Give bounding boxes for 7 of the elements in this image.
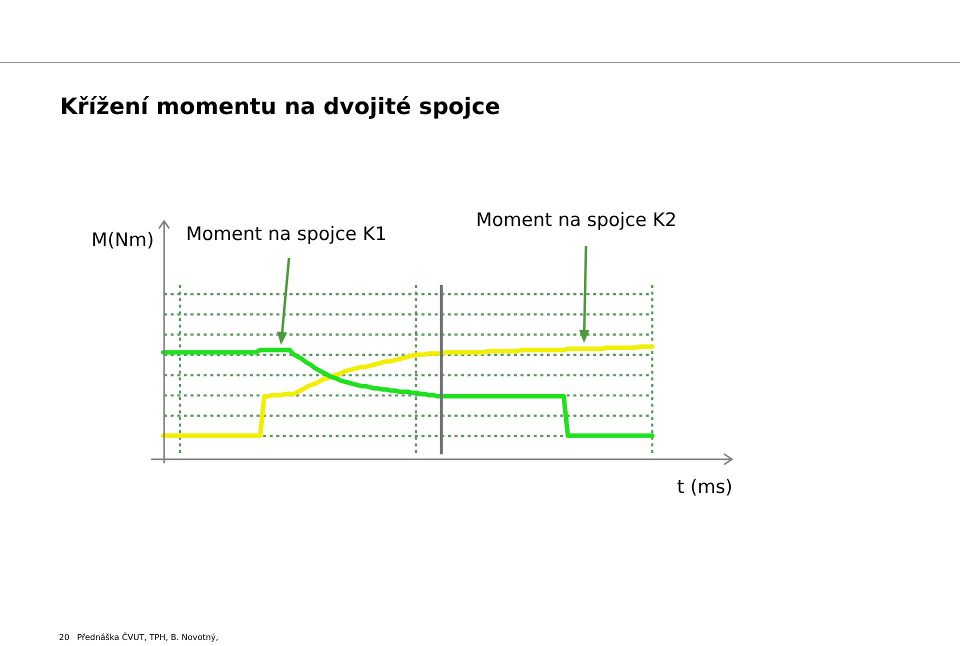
- text: Přednáška ČVUT, TPH, B. Novotný,: [77, 632, 218, 643]
- text: 20: [59, 632, 70, 643]
- text: M(Nm): [91, 230, 154, 252]
- x-axis-title: t (ms): [677, 477, 733, 500]
- chart-title: Křížení momentu na dvojité spojce: [60, 94, 500, 121]
- text: Moment na spojce K2: [476, 210, 677, 232]
- text: Moment na spojce K1: [186, 224, 387, 246]
